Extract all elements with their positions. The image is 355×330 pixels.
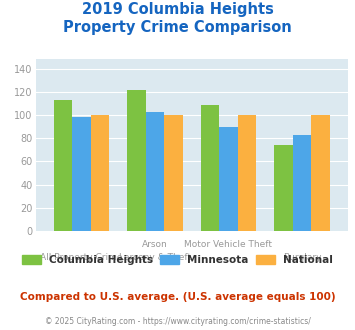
Text: Burglary: Burglary — [283, 253, 321, 262]
Text: All Property Crime: All Property Crime — [40, 253, 123, 262]
Bar — [237, 115, 256, 231]
Bar — [146, 112, 164, 231]
Text: 2019 Columbia Heights: 2019 Columbia Heights — [82, 2, 273, 16]
Text: Motor Vehicle Theft: Motor Vehicle Theft — [185, 240, 272, 248]
Bar — [293, 135, 311, 231]
Bar — [127, 89, 146, 231]
Text: Property Crime Comparison: Property Crime Comparison — [63, 20, 292, 35]
Text: Arson: Arson — [142, 240, 168, 248]
Bar — [164, 115, 182, 231]
Bar — [54, 100, 72, 231]
Bar — [91, 115, 109, 231]
Bar — [201, 105, 219, 231]
Bar — [219, 127, 237, 231]
Text: Larceny & Theft: Larceny & Theft — [119, 253, 191, 262]
Legend: Columbia Heights, Minnesota, National: Columbia Heights, Minnesota, National — [20, 253, 335, 267]
Text: © 2025 CityRating.com - https://www.cityrating.com/crime-statistics/: © 2025 CityRating.com - https://www.city… — [45, 317, 310, 326]
Bar — [311, 115, 329, 231]
Bar — [274, 145, 293, 231]
Text: Compared to U.S. average. (U.S. average equals 100): Compared to U.S. average. (U.S. average … — [20, 292, 335, 302]
Bar — [72, 117, 91, 231]
